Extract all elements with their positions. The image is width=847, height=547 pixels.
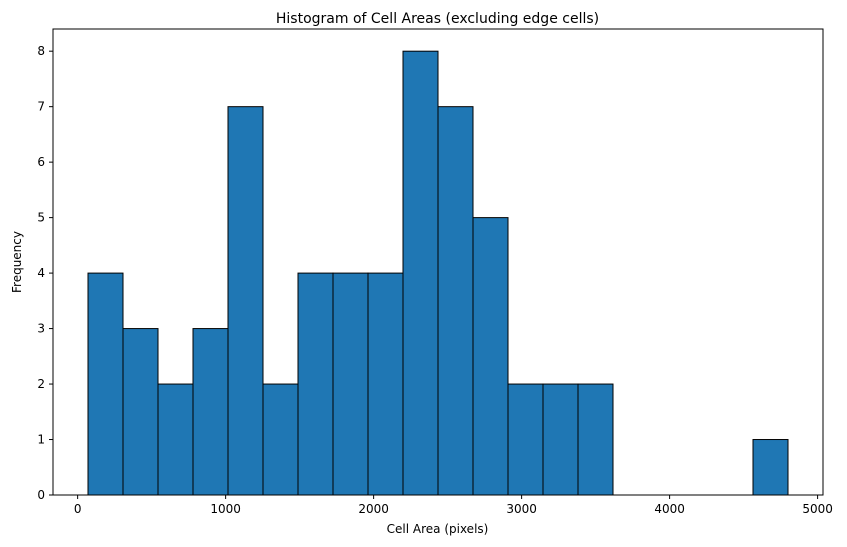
histogram-bar-5 <box>262 383 299 496</box>
histogram-bar-2 <box>157 383 194 496</box>
y-tick-label: 0 <box>37 488 45 502</box>
x-tick-label: 0 <box>74 502 82 516</box>
x-tick-label: 1000 <box>210 502 241 516</box>
histogram-bar-10 <box>437 106 474 496</box>
x-tick-label: 5000 <box>802 502 833 516</box>
histogram-bar-8 <box>367 272 404 496</box>
y-axis-ticks: 0 1 2 3 4 5 6 7 8 <box>37 44 53 502</box>
histogram-bar-4 <box>227 106 264 496</box>
x-axis-ticks: 0 1000 2000 3000 4000 5000 <box>74 495 833 516</box>
y-tick-label: 8 <box>37 44 45 58</box>
plot-frame <box>52 28 824 496</box>
bars-group <box>87 50 789 496</box>
chart-title: Histogram of Cell Areas (excluding edge … <box>276 11 599 27</box>
histogram-bar-19 <box>752 439 789 496</box>
x-axis-label: Cell Area (pixels) <box>387 522 489 536</box>
histogram-bar-0 <box>87 272 124 496</box>
y-tick-label: 4 <box>37 266 45 280</box>
histogram-bar-1 <box>122 328 159 496</box>
y-tick-label: 1 <box>37 433 45 447</box>
histogram-bar-14 <box>577 383 614 496</box>
x-tick-label: 2000 <box>358 502 389 516</box>
histogram-bar-12 <box>507 383 544 496</box>
y-tick-label: 6 <box>37 155 45 169</box>
y-axis-label: Frequency <box>10 231 24 293</box>
x-tick-label: 4000 <box>654 502 685 516</box>
y-tick-label: 7 <box>37 100 45 114</box>
histogram-bar-3 <box>192 328 229 496</box>
histogram-bar-7 <box>332 272 369 496</box>
histogram-bar-13 <box>542 383 579 496</box>
histogram-bar-9 <box>402 50 439 496</box>
histogram-bar-6 <box>297 272 334 496</box>
y-tick-label: 5 <box>37 211 45 225</box>
y-tick-label: 2 <box>37 377 45 391</box>
x-tick-label: 3000 <box>506 502 537 516</box>
histogram-bar-11 <box>472 217 509 496</box>
y-tick-label: 3 <box>37 322 45 336</box>
